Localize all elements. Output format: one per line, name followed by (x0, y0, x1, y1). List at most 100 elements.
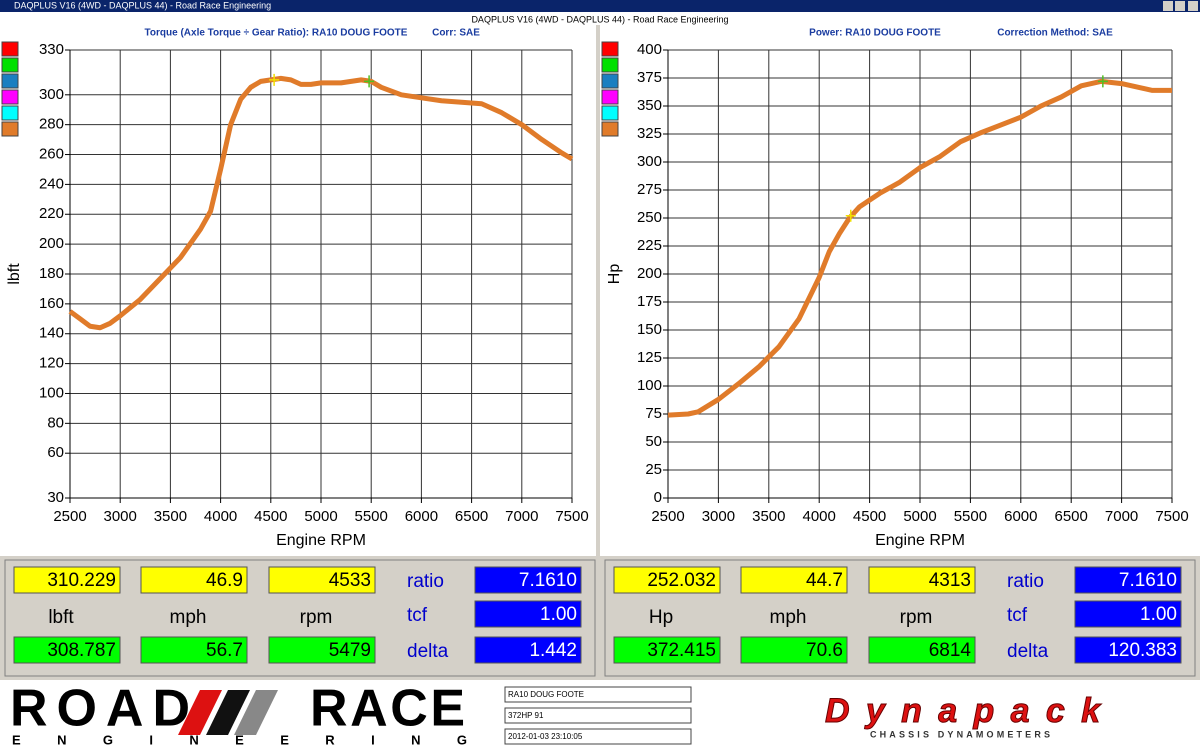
readout-field (268, 636, 376, 664)
x-tick-label: 2500 (53, 508, 86, 525)
readout-value: 1.442 (529, 640, 577, 661)
caption: DAQPLUS V16 (4WD - DAQPLUS 44) - Road Ra… (471, 14, 728, 24)
readout-value: 120.383 (1108, 640, 1177, 661)
series-swatch[interactable] (1, 121, 19, 137)
y-tick-label: 120 (39, 355, 64, 372)
x-axis-label: Engine RPM (276, 532, 366, 549)
param-name: ratio (407, 571, 444, 592)
readout-value: 4533 (329, 570, 371, 591)
readout-field (868, 566, 976, 594)
readout-value: 6814 (929, 640, 972, 661)
readout-value: 252.032 (647, 570, 716, 591)
y-tick-label: 350 (637, 97, 662, 114)
series-swatch[interactable] (601, 41, 619, 57)
readout-value: 5479 (329, 640, 371, 661)
readout-field (740, 566, 848, 594)
info-text: 372HP 91 (508, 711, 544, 720)
readout-value: 308.787 (47, 640, 116, 661)
readout-value: 70.6 (806, 640, 843, 661)
x-tick-label: 4000 (803, 508, 836, 525)
x-tick-label: 7000 (505, 508, 538, 525)
maximize-button[interactable] (1175, 1, 1185, 11)
series-swatch[interactable] (601, 73, 619, 89)
y-tick-label: 125 (637, 349, 662, 366)
readout-value: 1.00 (1140, 604, 1177, 625)
readout-value: 372.415 (647, 640, 716, 661)
x-tick-label: 3500 (154, 508, 187, 525)
y-tick-label: 100 (39, 384, 64, 401)
readout-unit: mph (170, 607, 207, 628)
series-swatch[interactable] (1, 57, 19, 73)
x-tick-label: 4500 (254, 508, 287, 525)
y-tick-label: 160 (39, 295, 64, 312)
y-tick-label: 150 (637, 321, 662, 338)
readout-value: 56.7 (206, 640, 243, 661)
logo-stripe (206, 690, 250, 735)
y-tick-label: 60 (47, 444, 64, 461)
x-tick-label: 6500 (455, 508, 488, 525)
series-swatch[interactable] (601, 89, 619, 105)
caption-bar (0, 12, 1200, 25)
info-field (504, 686, 692, 703)
info-field (504, 707, 692, 724)
y-tick-label: 30 (47, 489, 64, 506)
param-name: tcf (1007, 605, 1028, 626)
series-swatch[interactable] (1, 105, 19, 121)
x-tick-label: 5500 (954, 508, 987, 525)
readout-field (474, 600, 582, 628)
logo-stripe (234, 690, 278, 735)
readout-value: 1.00 (540, 604, 577, 625)
readout-value: 310.229 (47, 570, 116, 591)
cursor-marker (845, 209, 856, 222)
y-tick-label: 75 (645, 405, 662, 422)
x-tick-label: 5500 (355, 508, 388, 525)
readout-field (140, 566, 248, 594)
readout-value: 7.1610 (1119, 570, 1177, 591)
readout-field (13, 566, 121, 594)
cursor-marker (1097, 75, 1108, 88)
y-tick-label: 280 (39, 116, 64, 133)
x-tick-label: 5000 (304, 508, 337, 525)
readout-value: 4313 (929, 570, 971, 591)
data-line (667, 78, 1172, 418)
y-tick-label: 100 (637, 377, 662, 394)
series-swatch[interactable] (601, 121, 619, 137)
y-tick-label: 50 (645, 433, 662, 450)
series-swatch[interactable] (1, 73, 19, 89)
readout-field (474, 636, 582, 664)
readout-field (1074, 600, 1182, 628)
readout-value: 46.9 (206, 570, 243, 591)
brand-subtext: CHASSIS DYNAMOMETERS (870, 729, 1050, 739)
x-tick-label: 6500 (1055, 508, 1088, 525)
x-tick-label: 2500 (651, 508, 684, 525)
y-tick-label: 200 (637, 265, 662, 282)
chart-subtitle: Correction Method: SAE (997, 28, 1113, 39)
series-swatch[interactable] (1, 41, 19, 57)
series-swatch[interactable] (601, 105, 619, 121)
readout-field (1074, 566, 1182, 594)
series-swatch[interactable] (601, 57, 619, 73)
title-bar (0, 0, 1200, 12)
readout-field (868, 636, 976, 664)
x-tick-label: 6000 (405, 508, 438, 525)
param-name: ratio (1007, 571, 1044, 592)
readout-unit: mph (770, 607, 807, 628)
x-tick-label: 7500 (555, 508, 588, 525)
y-axis-label: lbft (6, 263, 23, 285)
readout-field (613, 636, 721, 664)
data-line (68, 75, 574, 331)
y-tick-label: 300 (39, 86, 64, 103)
x-axis-label: Engine RPM (875, 532, 965, 549)
close-button[interactable] (1188, 1, 1198, 11)
chart-title: Power: RA10 DOUG FOOTE (809, 28, 941, 39)
y-tick-label: 220 (39, 205, 64, 222)
minimize-button[interactable] (1163, 1, 1173, 11)
series-swatch[interactable] (1, 89, 19, 105)
y-tick-label: 275 (637, 181, 662, 198)
chart-panel (600, 25, 1200, 556)
y-tick-label: 25 (645, 461, 662, 478)
x-tick-label: 3000 (702, 508, 735, 525)
chart-subtitle: Corr: SAE (432, 28, 480, 39)
info-text: RA10 DOUG FOOTE (508, 690, 584, 699)
readout-field (268, 566, 376, 594)
